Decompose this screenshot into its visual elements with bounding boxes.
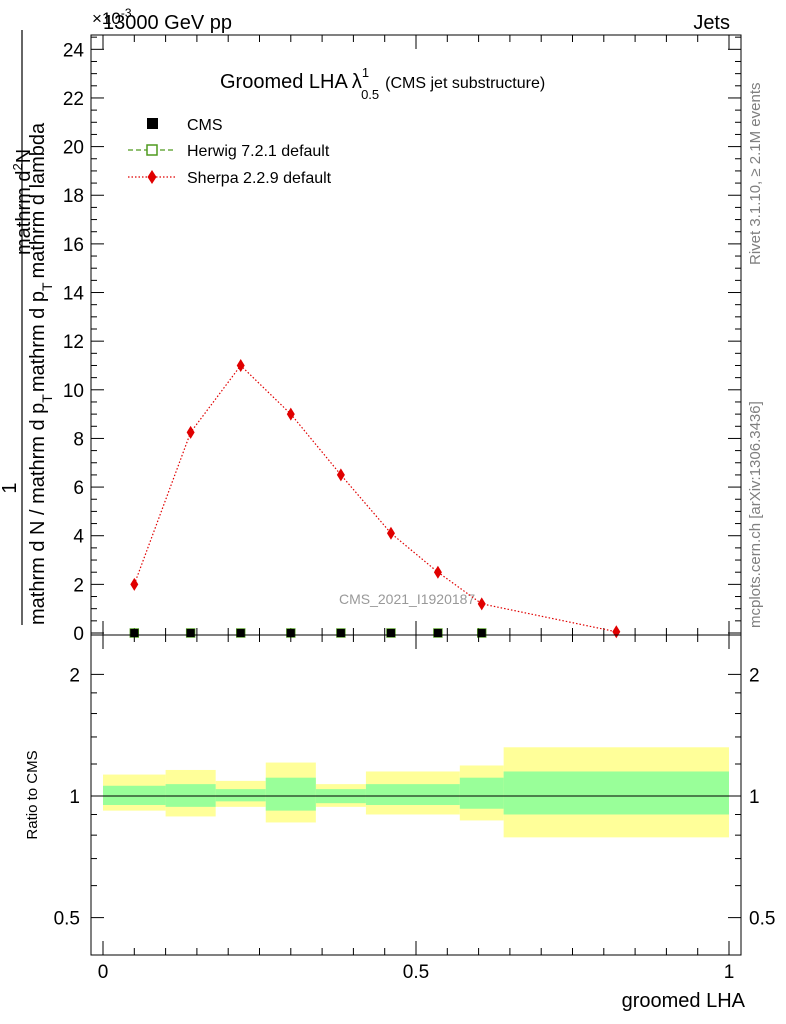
sherpa-point — [186, 425, 195, 439]
y-tick-label: 24 — [63, 40, 85, 61]
y-tick-label: 20 — [63, 138, 84, 159]
ratio-band-inner — [503, 771, 729, 815]
y-tick-label: 0 — [73, 624, 84, 645]
sherpa-point — [236, 358, 245, 372]
ratio-band-inner — [265, 777, 316, 811]
plot-title: Groomed LHA λ1 0.5(CMS jet substructure) — [220, 65, 545, 102]
ratio-y-tick-label-left: 1 — [69, 787, 80, 808]
exponent-power: -3 — [121, 6, 132, 20]
sherpa-point — [612, 625, 621, 639]
ratio-y-tick-label-left: 2 — [69, 665, 80, 686]
cms-point — [336, 629, 345, 637]
legend-herwig-label: Herwig 7.2.1 default — [187, 143, 330, 160]
y-tick-label: 6 — [73, 478, 84, 499]
legend-herwig-marker — [146, 144, 158, 156]
exponent-label: ×10-3 — [92, 6, 132, 28]
cms-point — [433, 629, 442, 637]
sherpa-point — [477, 597, 486, 611]
x-tick-label: 0.5 — [403, 962, 429, 983]
y-tick-label: 2 — [73, 575, 84, 596]
ylabel-numerator: 1 — [0, 482, 21, 493]
main-series — [129, 358, 621, 639]
header-right-label: Jets — [693, 12, 730, 34]
ratio-band-inner — [165, 784, 216, 807]
main-y-axis-label: 1 mathrm d N / mathrm d pTmathrm d pTmat… — [0, 30, 55, 625]
sherpa-point — [336, 468, 345, 482]
mcplots-label: mcplots.cern.ch [arXiv:1306.3436] — [747, 401, 764, 628]
sherpa-point — [130, 577, 139, 591]
cms-point — [286, 629, 295, 637]
ratio-band-inner — [103, 785, 166, 805]
legend: CMS Herwig 7.2.1 default Sherpa 2.2.9 de… — [128, 117, 332, 187]
sherpa-point — [386, 526, 395, 540]
ratio-band-inner — [365, 784, 460, 805]
ratio-axes: 0.5 0.5 1 1 2 2 0 0.5 1 — [54, 635, 775, 983]
ratio-y-tick-label-right: 0.5 — [749, 909, 775, 930]
y-tick-label: 8 — [73, 429, 84, 450]
cms-point — [236, 629, 245, 637]
ylabel-denominator: mathrm d N / mathrm d pTmathrm d pTmathr… — [27, 122, 55, 625]
y-tick-label: 10 — [63, 381, 84, 402]
cms-point — [186, 629, 195, 637]
sherpa-line — [133, 364, 617, 633]
rivet-label: Rivet 3.1.10, ≥ 2.1M events — [747, 83, 764, 266]
cms-point — [386, 629, 395, 637]
ratio-y-tick-label-right: 1 — [749, 787, 760, 808]
x-tick-label: 1 — [724, 962, 735, 983]
ylabel-inner-numerator: mathrm d2N — [10, 149, 35, 255]
ratio-y-axis-label: Ratio to CMS — [24, 750, 41, 839]
ratio-band-inner — [215, 789, 266, 802]
y-tick-label: 16 — [63, 235, 84, 256]
ratio-y-tick-label-right: 2 — [749, 665, 760, 686]
cms-point — [477, 629, 486, 637]
y-tick-label: 12 — [63, 332, 84, 353]
y-tick-label: 4 — [73, 527, 84, 548]
y-tick-label: 14 — [63, 284, 85, 305]
y-tick-label: 22 — [63, 89, 84, 110]
cms-point — [130, 629, 139, 637]
legend-sherpa-label: Sherpa 2.2.9 default — [187, 170, 332, 187]
ratio-band-inner — [459, 777, 504, 809]
legend-cms-label: CMS — [187, 117, 223, 134]
ratio-bands — [103, 747, 729, 838]
x-axis-label: groomed LHA — [622, 990, 746, 1012]
x-tick-label: 0 — [98, 962, 109, 983]
y-tick-label: 18 — [63, 186, 84, 207]
watermark-label: CMS_2021_I1920187 — [339, 591, 475, 607]
legend-sherpa-marker — [147, 170, 157, 184]
sherpa-point — [433, 565, 442, 579]
sherpa-point — [286, 407, 295, 421]
header-left-label: 13000 GeV pp — [103, 12, 232, 34]
legend-cms-marker — [147, 118, 158, 129]
ratio-y-tick-label-left: 0.5 — [54, 909, 80, 930]
